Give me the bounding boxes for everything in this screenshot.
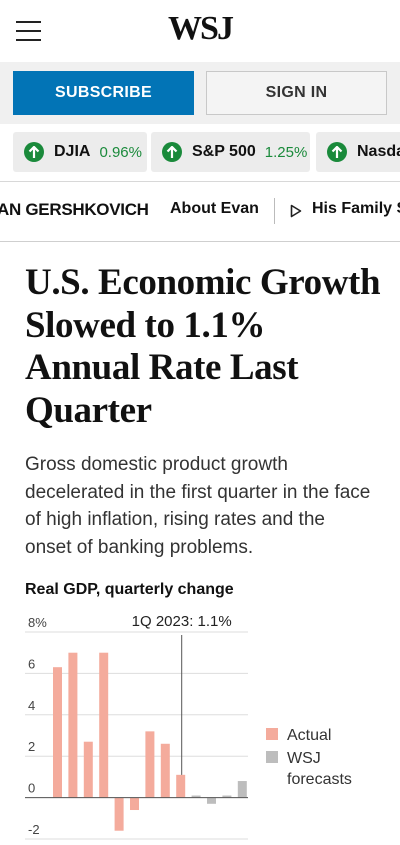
ticker-change: 1.25% [264, 143, 308, 161]
y-tick-label: 6 [28, 656, 35, 671]
legend-label-forecast-line2: forecasts [287, 771, 352, 788]
sign-in-button[interactable]: SIGN IN [206, 71, 387, 115]
bar [160, 743, 170, 798]
legend-swatch-forecast [266, 751, 278, 763]
hamburger-menu-icon[interactable] [16, 21, 41, 41]
bar [176, 774, 186, 798]
bar [114, 797, 124, 831]
bar [222, 795, 232, 798]
bar [191, 795, 201, 798]
about-author-link[interactable]: About Evan [170, 200, 259, 217]
annotation-label: 1Q 2023: 1.1% [132, 613, 232, 630]
his-family-link[interactable]: His Family S [312, 200, 400, 217]
y-tick-label: 8% [28, 615, 47, 630]
y-tick-label: 4 [28, 698, 35, 713]
ticker-name: DJIA [54, 143, 91, 160]
bar [130, 797, 139, 811]
market-ticker: DJIA 0.96% S&P 500 1.25% Nasda [0, 124, 400, 182]
bar [53, 667, 62, 798]
legend-swatch-actual [266, 728, 278, 740]
author-bar: AN GERSHKOVICH About Evan His Family S [0, 181, 400, 242]
divider [274, 198, 275, 224]
article-headline: U.S. Economic Growth Slowed to 1.1% Annu… [25, 262, 381, 431]
bar [83, 741, 93, 798]
author-name[interactable]: AN GERSHKOVICH [0, 200, 149, 219]
ticker-name: S&P 500 [192, 143, 256, 160]
bar [99, 652, 109, 798]
top-bar: WSJ [0, 0, 400, 63]
y-tick-label: 2 [28, 739, 35, 754]
bar [68, 652, 78, 798]
auth-bar: SUBSCRIBE SIGN IN [0, 62, 400, 125]
ticker-change: 0.96% [99, 143, 142, 161]
ticker-item-djia[interactable]: DJIA 0.96% [13, 132, 147, 172]
y-tick-label: 0 [28, 781, 35, 796]
bar [237, 781, 247, 798]
ticker-name: Nasda [357, 143, 400, 160]
subscribe-button[interactable]: SUBSCRIBE [13, 71, 194, 115]
bar [207, 797, 216, 804]
legend-label-actual: Actual [287, 727, 331, 744]
ticker-item-nasdaq[interactable]: Nasda [316, 132, 400, 172]
arrow-up-icon [162, 142, 182, 162]
gdp-bar-chart: 8% 6 4 2 0 -2 1Q 2023: 1.1% Actual WSJ forecasts [25, 613, 352, 840]
ticker-item-sp500[interactable]: S&P 500 1.25% [151, 132, 310, 172]
arrow-up-icon [24, 142, 44, 162]
wsj-logo[interactable]: WSJ [168, 10, 234, 47]
bar [145, 731, 155, 798]
arrow-up-icon [327, 142, 347, 162]
play-icon[interactable] [290, 204, 302, 218]
chart-title: Real GDP, quarterly change [25, 581, 234, 598]
article-dek: Gross domestic product growth decelerate… [25, 454, 371, 558]
legend-label-forecast-line1: WSJ [287, 750, 321, 767]
y-tick-label: -2 [28, 822, 40, 837]
